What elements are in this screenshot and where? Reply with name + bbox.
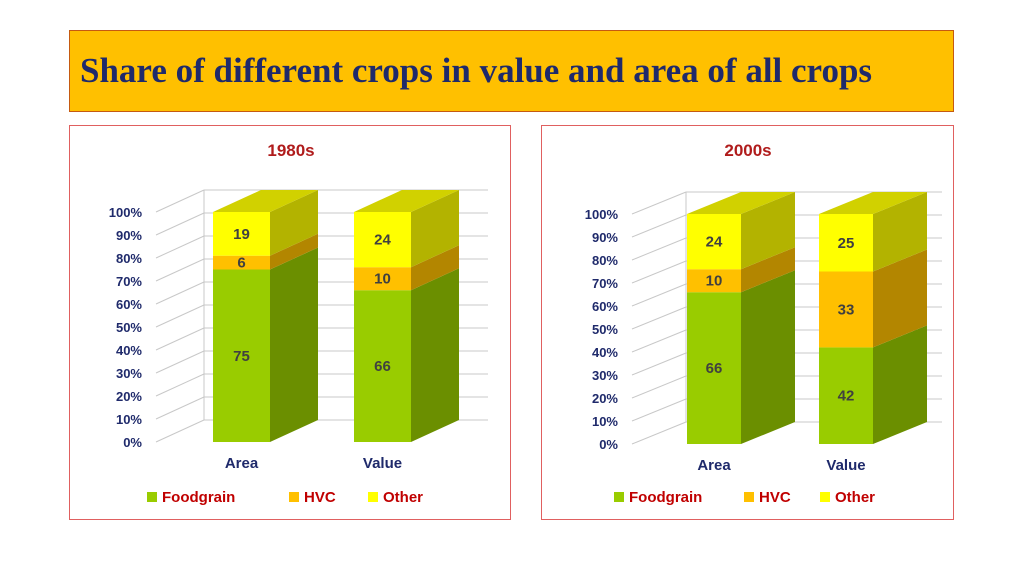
chart-title: 1980s: [267, 141, 314, 160]
data-label: 24: [706, 234, 723, 251]
y-tick-label: 0%: [599, 437, 618, 452]
grid-diagonal: [155, 189, 205, 213]
bar-top-value: [354, 190, 459, 212]
legend-swatch-other: [820, 492, 830, 502]
grid-diagonal: [631, 191, 687, 215]
grid-diagonal: [155, 235, 205, 259]
bar-top-area: [213, 190, 318, 212]
bar-segment-hvc-area: [213, 233, 318, 270]
grid-diagonal: [155, 396, 205, 420]
bar-segment-hvc-value: [354, 245, 459, 291]
grid-diagonal: [631, 283, 687, 307]
y-tick-label: 10%: [592, 414, 618, 429]
grid-diagonal: [155, 304, 205, 328]
y-tick-label: 60%: [592, 299, 618, 314]
bar-segment-other-value: [354, 190, 459, 268]
grid-diagonal: [155, 373, 205, 397]
bar-segment-other-area: [687, 192, 795, 270]
grid-diagonal: [631, 329, 687, 353]
y-tick-label: 0%: [123, 435, 142, 450]
y-tick-label: 20%: [116, 389, 142, 404]
category-label-value: Value: [826, 457, 865, 474]
legend-swatch-foodgrain: [614, 492, 624, 502]
data-label: 25: [838, 235, 855, 252]
grid-diagonal: [631, 260, 687, 284]
y-tick-label: 70%: [116, 274, 142, 289]
y-tick-label: 90%: [116, 228, 142, 243]
data-label: 66: [374, 358, 391, 375]
grid-diagonal: [631, 237, 687, 261]
y-tick-label: 10%: [116, 412, 142, 427]
y-tick-label: 100%: [585, 207, 619, 222]
bar-segment-other-area: [213, 190, 318, 256]
grid-diagonal: [155, 258, 205, 282]
grid-diagonal: [631, 306, 687, 330]
y-tick-label: 100%: [109, 205, 143, 220]
y-tick-label: 70%: [592, 276, 618, 291]
legend-label-foodgrain: Foodgrain: [629, 489, 702, 506]
data-label: 24: [374, 232, 391, 249]
y-tick-label: 90%: [592, 230, 618, 245]
grid-diagonal: [155, 419, 205, 443]
bar-segment-hvc-area: [687, 247, 795, 293]
y-tick-label: 30%: [592, 368, 618, 383]
chart-1980s: 1980s 0% 10% 20% 30% 40% 50% 60% 70% 80% 90% 100% 75…: [109, 141, 488, 506]
grid-diagonal: [631, 375, 687, 399]
grid-diagonal: [631, 352, 687, 376]
y-tick-label: 50%: [592, 322, 618, 337]
page-title: Share of different crops in value and ar…: [80, 51, 873, 90]
legend-swatch-hvc: [289, 492, 299, 502]
data-label: 6: [237, 255, 245, 272]
grid-diagonal: [155, 281, 205, 305]
legend-label-hvc: HVC: [759, 489, 791, 506]
legend-swatch-foodgrain: [147, 492, 157, 502]
chart-2000s: 2000s 0% 10% 20% 30% 40% 50% 60% 70% 80% 90% 100% 66…: [585, 141, 942, 506]
category-label-area: Area: [225, 455, 259, 472]
grid-diagonal: [631, 421, 687, 445]
legend-label-other: Other: [835, 489, 875, 506]
data-label: 75: [233, 348, 250, 365]
bar-top-value: [819, 192, 927, 214]
legend-label-hvc: HVC: [304, 489, 336, 506]
bar-segment-foodgrain-value: [354, 268, 459, 442]
y-tick-label: 60%: [116, 297, 142, 312]
y-tick-label: 50%: [116, 320, 142, 335]
data-label: 66: [706, 360, 723, 377]
category-label-area: Area: [697, 457, 731, 474]
data-label: 10: [706, 273, 723, 290]
data-label: 33: [838, 301, 855, 318]
bar-segment-hvc-value: [819, 249, 927, 348]
bar-top-area: [687, 192, 795, 214]
grid-diagonal: [155, 212, 205, 236]
bar-segment-foodgrain-area: [213, 247, 318, 442]
legend-swatch-hvc: [744, 492, 754, 502]
data-label: 42: [838, 388, 855, 405]
bar-segment-foodgrain-area: [687, 270, 795, 444]
y-tick-label: 20%: [592, 391, 618, 406]
chart-panel-1980s: 1980s 0% 10% 20% 30% 40% 50% 60% 70% 80% 90% 100% 75…: [69, 125, 511, 520]
grid-diagonal: [155, 327, 205, 351]
y-tick-label: 80%: [592, 253, 618, 268]
legend-label-foodgrain: Foodgrain: [162, 489, 235, 506]
category-label-value: Value: [363, 455, 402, 472]
legend-swatch-other: [368, 492, 378, 502]
y-tick-label: 30%: [116, 366, 142, 381]
y-tick-label: 80%: [116, 251, 142, 266]
bar-segment-other-value: [819, 192, 927, 272]
grid-diagonal: [155, 350, 205, 374]
bar-segment-foodgrain-value: [819, 325, 927, 444]
legend-label-other: Other: [383, 489, 423, 506]
chart-panel-2000s: 2000s 0% 10% 20% 30% 40% 50% 60% 70% 80% 90% 100% 66…: [541, 125, 954, 520]
grid-diagonal: [631, 398, 687, 422]
data-label: 19: [233, 226, 250, 243]
data-label: 10: [374, 271, 391, 288]
y-tick-label: 40%: [592, 345, 618, 360]
grid-diagonal: [631, 214, 687, 238]
title-banner: Share of different crops in value and ar…: [69, 30, 954, 112]
chart-title: 2000s: [724, 141, 771, 160]
y-tick-label: 40%: [116, 343, 142, 358]
